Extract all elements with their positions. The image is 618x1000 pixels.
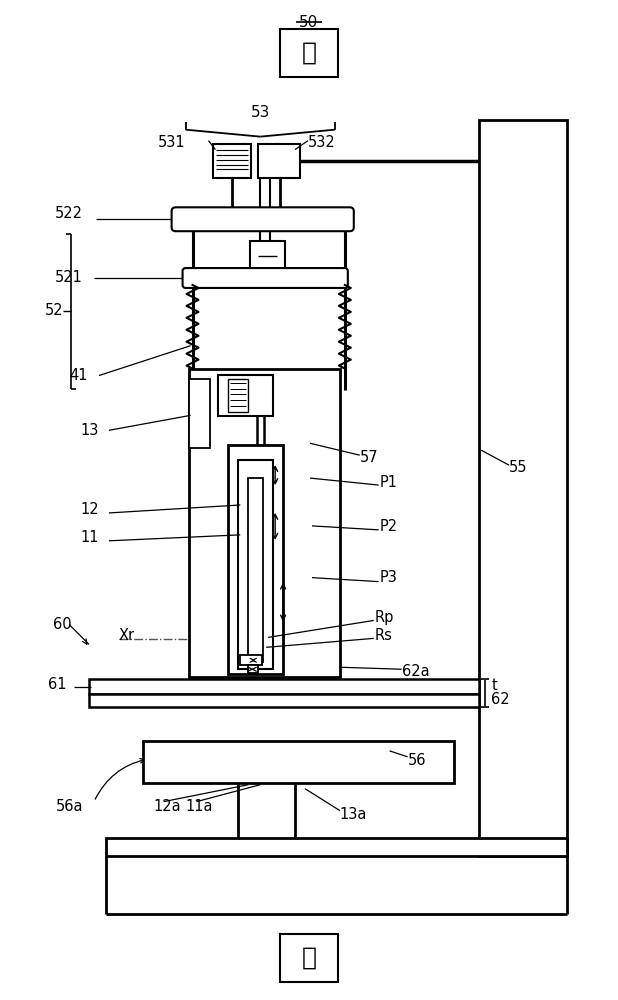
Bar <box>280 934 338 982</box>
Bar <box>89 679 479 694</box>
Text: Xr: Xr <box>119 628 135 643</box>
Text: 56a: 56a <box>56 799 83 814</box>
Text: 52: 52 <box>44 303 63 318</box>
Text: 60: 60 <box>53 617 72 632</box>
Bar <box>188 369 340 677</box>
Text: 57: 57 <box>360 450 378 465</box>
Bar <box>143 741 454 783</box>
Text: 531: 531 <box>158 135 185 150</box>
Bar <box>250 241 285 271</box>
Text: 11: 11 <box>80 530 99 545</box>
Text: P2: P2 <box>379 519 398 534</box>
Text: 62: 62 <box>491 692 510 707</box>
Text: 53: 53 <box>250 105 270 120</box>
Bar <box>106 838 567 856</box>
Text: P3: P3 <box>379 570 397 585</box>
Text: Rp: Rp <box>375 610 394 625</box>
Text: 上: 上 <box>302 41 316 65</box>
Bar <box>479 120 567 856</box>
Bar <box>218 375 273 416</box>
Text: 522: 522 <box>55 206 83 221</box>
Bar <box>258 144 300 178</box>
Bar <box>240 655 262 665</box>
Text: 62a: 62a <box>402 664 430 679</box>
FancyBboxPatch shape <box>182 268 348 288</box>
Bar <box>280 29 338 77</box>
Text: 11a: 11a <box>185 799 213 814</box>
Bar <box>239 460 273 669</box>
Bar <box>89 694 479 707</box>
Text: t: t <box>491 678 497 693</box>
Bar <box>229 445 283 674</box>
Text: Rs: Rs <box>375 628 392 643</box>
FancyArrowPatch shape <box>95 759 145 799</box>
Text: 13: 13 <box>80 423 99 438</box>
Bar <box>229 379 248 412</box>
Text: P1: P1 <box>379 475 397 490</box>
Bar <box>213 144 252 178</box>
Text: 521: 521 <box>55 270 83 285</box>
Bar <box>248 478 263 662</box>
FancyBboxPatch shape <box>172 207 353 231</box>
Bar <box>188 379 211 448</box>
Text: 532: 532 <box>308 135 336 150</box>
Text: 12: 12 <box>80 502 99 517</box>
Text: 50: 50 <box>299 15 319 30</box>
Bar <box>248 665 258 673</box>
Text: 61: 61 <box>48 677 66 692</box>
Text: 55: 55 <box>509 460 528 475</box>
Text: 下: 下 <box>302 946 316 970</box>
Text: 12a: 12a <box>154 799 181 814</box>
Text: 56: 56 <box>407 753 426 768</box>
Text: 41: 41 <box>69 368 88 383</box>
Text: 13a: 13a <box>340 807 367 822</box>
